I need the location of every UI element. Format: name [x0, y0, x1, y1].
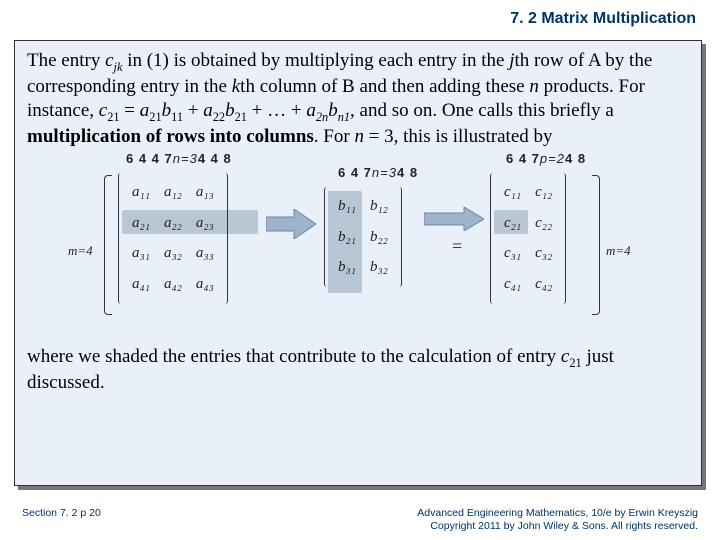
brace-top-C: 6 4 7p=24 8 [506, 151, 586, 167]
sub-21: 21 [107, 110, 119, 124]
cell: a₂₃ [189, 208, 221, 239]
paragraph-2: where we shaded the entries that contrib… [27, 345, 689, 395]
t: 6 4 7 [506, 151, 540, 166]
sub: n1 [338, 110, 350, 124]
brace-top-B: 6 4 7n=34 8 [338, 165, 418, 181]
cell: a₂₁ [125, 208, 157, 239]
t: in (1) is obtained by multiplying each e… [122, 50, 509, 71]
m4-left: m=4 [68, 243, 93, 259]
t: where we shaded the entries that contrib… [27, 346, 561, 367]
paragraph-1: The entry cjk in (1) is obtained by mult… [27, 49, 689, 149]
right-brace [592, 175, 600, 315]
footer-line1: Advanced Engineering Mathematics, 10/e b… [417, 507, 698, 521]
t: 6 4 7 [338, 165, 372, 180]
cell: c₁₁ [497, 177, 528, 208]
matrix-A-table: a₁₁a₁₂a₁₃ a₂₁a₂₂a₂₃ a₃₁a₃₂a₃₃ a₄₁a₄₂a₄₃ [125, 177, 221, 300]
var-c: c [105, 50, 113, 71]
cell: c₃₂ [528, 238, 559, 269]
sub: 22 [213, 110, 225, 124]
cell: a₄₃ [189, 269, 221, 300]
var-c21: c [99, 100, 107, 121]
equals-sign: = [452, 235, 462, 258]
cell: b₁₂ [363, 191, 395, 222]
arrow-icon-2 [424, 207, 484, 231]
cell: a₃₂ [157, 238, 189, 269]
var-k: k [232, 76, 240, 97]
cell: a₂₂ [157, 208, 189, 239]
cell: c₂₁ [497, 208, 528, 239]
matrix-figure: 6 4 4 7n=34 4 8 6 4 7n=34 8 6 4 7p=24 8 … [28, 151, 688, 341]
cell: c₂₂ [528, 208, 559, 239]
var-n2: n [354, 126, 364, 147]
cell: b₃₂ [363, 252, 395, 283]
cell: a₁₁ [125, 177, 157, 208]
cell: a₁₃ [189, 177, 221, 208]
t: th column of B and then adding these [240, 76, 529, 97]
slide-footer: Section 7. 2 p 20 Advanced Engineering M… [0, 507, 720, 534]
arrow-icon [266, 209, 316, 239]
cell: b₃₁ [331, 252, 363, 283]
var-b11: b [162, 100, 172, 121]
brace-top-A: 6 4 4 7n=34 4 8 [126, 151, 232, 167]
footer-left: Section 7. 2 p 20 [22, 507, 101, 534]
cell: c₃₁ [497, 238, 528, 269]
header-title: 7. 2 Matrix Multiplication [510, 10, 696, 27]
sub: 21 [235, 110, 247, 124]
cell: b₁₁ [331, 191, 363, 222]
left-brace [104, 175, 112, 315]
footer-right: Advanced Engineering Mathematics, 10/e b… [417, 507, 698, 534]
content-panel: The entry cjk in (1) is obtained by mult… [14, 40, 702, 486]
var-n: n [529, 76, 539, 97]
cell: b₂₂ [363, 222, 395, 253]
t: = [120, 100, 140, 121]
matrix-A: a₁₁a₁₂a₁₃ a₂₁a₂₂a₂₃ a₃₁a₃₂a₃₃ a₄₁a₄₂a₄₃ [118, 173, 228, 304]
t: = 3, this is illustrated by [364, 126, 553, 147]
var-b21: b [225, 100, 235, 121]
sub: 2n [316, 110, 328, 124]
cell: c₄₂ [528, 269, 559, 300]
cell: a₃₁ [125, 238, 157, 269]
matrix-B-table: b₁₁b₁₂ b₂₁b₂₂ b₃₁b₃₂ [331, 191, 395, 283]
cell: c₁₂ [528, 177, 559, 208]
cell: a₁₂ [157, 177, 189, 208]
t: 4 4 8 [198, 151, 232, 166]
sub-21b: 21 [569, 356, 581, 370]
cell: a₄₁ [125, 269, 157, 300]
t: 6 4 4 7 [126, 151, 173, 166]
var-a2n: a [306, 100, 316, 121]
sub: 11 [171, 110, 183, 124]
slide-header: 7. 2 Matrix Multiplication [0, 0, 720, 34]
t: . For [314, 126, 355, 147]
cell: a₃₃ [189, 238, 221, 269]
footer-line2: Copyright 2011 by John Wiley & Sons. All… [417, 520, 698, 534]
term-bold: multiplication of rows into columns [27, 126, 314, 147]
var-a21: a [140, 100, 150, 121]
cell: a₄₂ [157, 269, 189, 300]
matrix-B: b₁₁b₁₂ b₂₁b₂₂ b₃₁b₃₂ [324, 187, 402, 287]
t: , and so on. One calls this briefly a [350, 100, 614, 121]
t: n=3 [372, 165, 397, 180]
t: n=3 [173, 151, 198, 166]
t: 4 8 [565, 151, 586, 166]
m4-right: m=4 [606, 243, 631, 259]
sub: 21 [149, 110, 161, 124]
matrix-C-table: c₁₁c₁₂ c₂₁c₂₂ c₃₁c₃₂ c₄₁c₄₂ [497, 177, 559, 300]
t: 4 8 [397, 165, 418, 180]
var-a22: a [203, 100, 213, 121]
t: + … + [247, 100, 306, 121]
t: The entry [27, 50, 105, 71]
var-bn1: b [328, 100, 338, 121]
matrix-C: c₁₁c₁₂ c₂₁c₂₂ c₃₁c₃₂ c₄₁c₄₂ [490, 173, 566, 304]
cell: b₂₁ [331, 222, 363, 253]
cell: c₄₁ [497, 269, 528, 300]
t: p=2 [540, 151, 565, 166]
t: + [183, 100, 203, 121]
